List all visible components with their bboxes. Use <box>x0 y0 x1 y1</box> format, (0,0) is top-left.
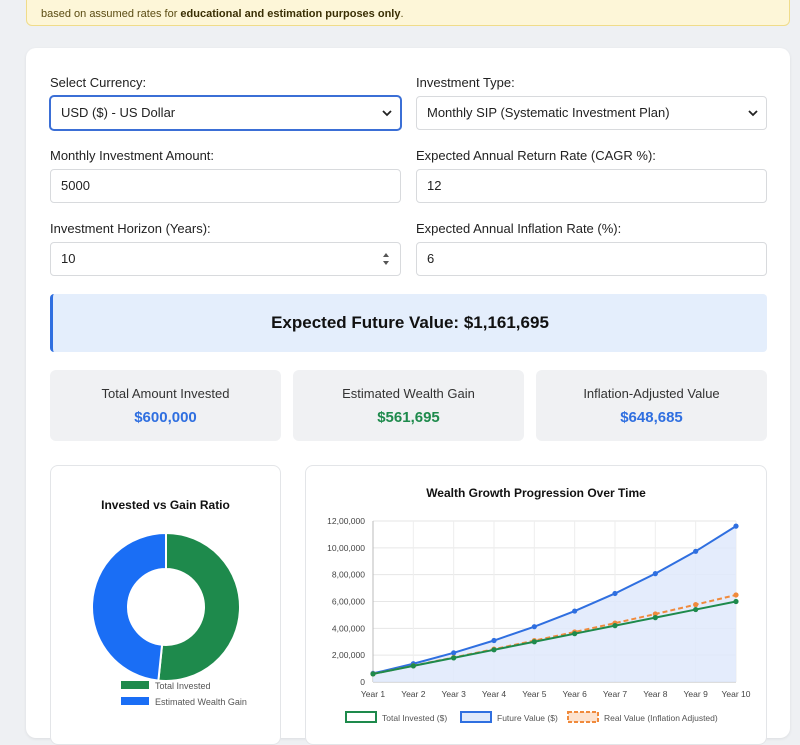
stat-label: Inflation-Adjusted Value <box>583 386 720 401</box>
stat-wealth-gain: Estimated Wealth Gain $561,695 <box>293 370 524 441</box>
data-point <box>451 650 457 656</box>
y-tick-label: 12,00,000 <box>327 516 365 526</box>
x-tick-label: Year 4 <box>482 689 507 699</box>
y-tick-label: 4,00,000 <box>332 623 365 633</box>
legend-swatch <box>345 711 377 723</box>
inflation-input[interactable]: 6 <box>416 242 767 276</box>
disclaimer-emphasis: educational and estimation purposes only <box>180 8 401 20</box>
currency-label: Select Currency: <box>50 75 147 90</box>
data-point <box>733 523 739 529</box>
stat-value: $561,695 <box>377 409 440 426</box>
donut-slice <box>157 531 241 682</box>
y-tick-label: 2,00,000 <box>332 650 365 660</box>
legend-label: Real Value (Inflation Adjusted) <box>604 713 718 723</box>
y-tick-label: 8,00,000 <box>332 570 365 580</box>
x-tick-label: Year 8 <box>643 689 668 699</box>
legend-label: Total Invested ($) <box>382 713 447 723</box>
x-tick-label: Year 2 <box>401 689 426 699</box>
growth-chart-panel: Wealth Growth Progression Over Time 0 2,0… <box>305 465 767 745</box>
disclaimer-text: based on assumed rates for <box>41 8 181 20</box>
stat-label: Estimated Wealth Gain <box>342 386 475 401</box>
legend-swatch <box>121 697 149 705</box>
x-tick-label: Year 1 <box>361 689 386 699</box>
investment-type-select[interactable]: Monthly SIP (Systematic Investment Plan) <box>416 96 767 130</box>
x-tick-label: Year 3 <box>442 689 467 699</box>
monthly-amount-input[interactable]: 5000 <box>50 169 401 203</box>
legend-swatch <box>567 711 599 723</box>
return-rate-input[interactable]: 12 <box>416 169 767 203</box>
future-value-area <box>373 526 736 682</box>
series-line <box>372 593 737 675</box>
data-point <box>491 647 497 653</box>
x-tick-label: Year 10 <box>722 689 751 699</box>
investment-type-label: Investment Type: <box>416 75 515 90</box>
stat-value: $648,685 <box>620 409 683 426</box>
y-tick-label: 6,00,000 <box>332 597 365 607</box>
data-point <box>572 608 578 614</box>
data-point <box>652 615 658 621</box>
stat-value: $600,000 <box>134 409 197 426</box>
x-tick-label: Year 6 <box>563 689 588 699</box>
legend-swatch <box>121 681 149 689</box>
ratio-donut-chart: Total Invested Estimated Wealth Gain <box>91 531 247 707</box>
data-point <box>693 548 699 554</box>
return-rate-label: Expected Annual Return Rate (CAGR %): <box>416 148 656 163</box>
data-point <box>370 671 376 677</box>
series-line <box>372 600 737 675</box>
data-point <box>451 655 457 661</box>
data-point <box>572 631 578 637</box>
data-point <box>733 592 739 598</box>
x-tick-label: Year 7 <box>603 689 628 699</box>
currency-select-value: USD ($) - US Dollar <box>61 105 176 120</box>
ratio-chart-title: Invested vs Gain Ratio <box>101 498 230 512</box>
legend-label: Estimated Wealth Gain <box>155 697 247 707</box>
legend-label: Total Invested <box>155 681 211 691</box>
data-point <box>612 623 618 629</box>
stat-total-invested: Total Amount Invested $600,000 <box>50 370 281 441</box>
x-tick-label: Year 9 <box>684 689 709 699</box>
number-stepper-icon[interactable] <box>382 251 390 269</box>
donut-slice <box>91 531 167 682</box>
future-value-result: Expected Future Value: $1,161,695 <box>50 294 767 352</box>
y-tick-label: 10,00,000 <box>327 543 365 553</box>
data-point <box>693 602 699 608</box>
horizon-label: Investment Horizon (Years): <box>50 221 211 236</box>
investment-type-select-value: Monthly SIP (Systematic Investment Plan) <box>427 105 670 120</box>
growth-chart-title: Wealth Growth Progression Over Time <box>426 486 646 500</box>
monthly-amount-label: Monthly Investment Amount: <box>50 148 215 163</box>
data-point <box>531 624 537 630</box>
currency-select[interactable]: USD ($) - US Dollar <box>50 96 401 130</box>
data-point <box>693 606 699 613</box>
x-tick-label: Year 5 <box>522 689 547 699</box>
chevron-down-icon <box>382 97 392 142</box>
legend-swatch <box>460 711 492 723</box>
legend-label: Future Value ($) <box>497 713 558 723</box>
disclaimer-suffix: . <box>400 8 404 20</box>
y-tick-label: 0 <box>360 677 365 687</box>
data-point <box>652 571 658 577</box>
chevron-down-icon <box>748 97 758 142</box>
ratio-chart-panel: Invested vs Gain Ratio Total Invested Est… <box>50 465 281 745</box>
stat-label: Total Amount Invested <box>101 386 230 401</box>
stat-inflation-adjusted: Inflation-Adjusted Value $648,685 <box>536 370 767 441</box>
growth-line-chart: 0 2,00,000 4,00,000 6,00,000 8,00,000 10,00,0… <box>327 516 751 723</box>
data-point <box>491 637 497 644</box>
disclaimer-banner: based on assumed rates for educational a… <box>26 0 790 26</box>
inflation-label: Expected Annual Inflation Rate (%): <box>416 221 622 236</box>
data-point <box>733 598 739 605</box>
data-point <box>531 639 537 645</box>
series-line <box>372 525 737 675</box>
horizon-input[interactable]: 10 <box>50 242 401 276</box>
data-point <box>410 663 416 669</box>
data-point <box>652 611 658 617</box>
horizon-input-value: 10 <box>61 251 76 266</box>
data-point <box>612 590 618 597</box>
